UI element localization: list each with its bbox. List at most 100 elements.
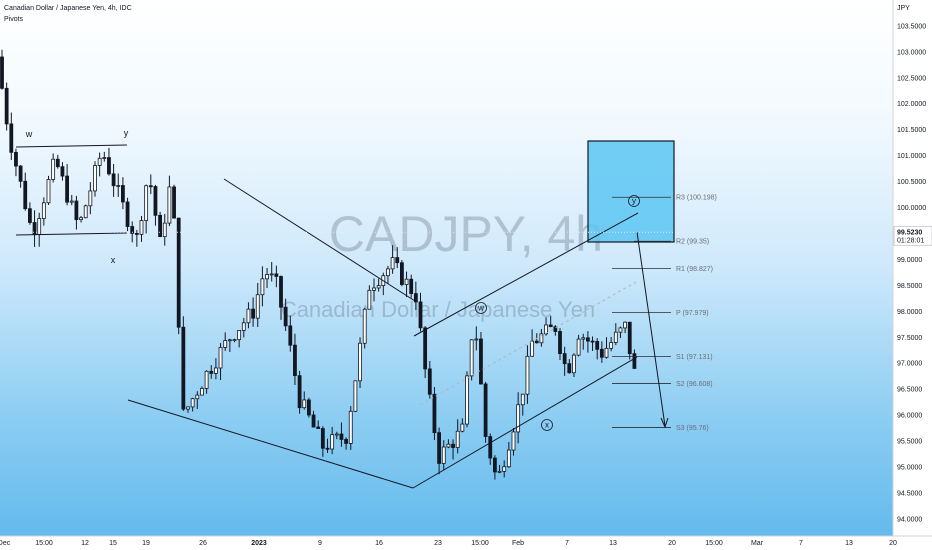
candle xyxy=(520,393,525,416)
candle xyxy=(330,426,335,455)
candle-body xyxy=(83,205,88,219)
watermark-ticker: CADJPY, 4h xyxy=(329,206,603,262)
candle xyxy=(158,211,163,238)
candle xyxy=(506,442,511,469)
candle-body xyxy=(413,293,418,303)
candle-body xyxy=(176,217,181,328)
candle-body xyxy=(348,410,353,444)
candle-body xyxy=(186,406,190,410)
candle-body xyxy=(125,201,130,227)
candle-body xyxy=(190,398,195,408)
candle xyxy=(618,326,623,339)
candle-body xyxy=(288,325,293,346)
candle-body xyxy=(339,433,344,440)
candle xyxy=(74,195,79,230)
candle xyxy=(613,323,618,346)
x-tick-label: 15:00 xyxy=(471,540,489,547)
candle xyxy=(27,202,32,225)
wave-label-w2: w xyxy=(477,304,484,313)
candle-body xyxy=(4,87,9,125)
x-tick-label: 7 xyxy=(799,540,803,547)
candle-body xyxy=(567,363,572,374)
wave-label-x2: x xyxy=(545,421,549,430)
y-tick-label: 101.0000 xyxy=(897,153,926,160)
target-zone-box xyxy=(587,140,675,243)
wedge-bottom-line xyxy=(15,232,128,236)
candle xyxy=(213,358,218,380)
pivot-label-s2: S2 (96.608) xyxy=(676,381,713,388)
candle-body xyxy=(223,340,228,348)
x-tick-label: 7 xyxy=(565,540,569,547)
candle-body xyxy=(595,340,600,350)
wave-label-x-left: x xyxy=(111,255,116,265)
candle-body xyxy=(172,186,176,219)
wave-label-y-left: y xyxy=(124,128,129,138)
candle xyxy=(460,418,465,433)
candle xyxy=(558,328,562,361)
candle-body xyxy=(581,337,586,340)
y-tick-label: 99.0000 xyxy=(897,257,922,264)
x-tick-label: 23 xyxy=(434,540,442,547)
candle-body xyxy=(613,331,618,343)
candle xyxy=(83,204,88,219)
candle xyxy=(381,272,386,296)
x-tick-label: 16 xyxy=(375,540,383,547)
candle xyxy=(269,262,274,282)
candle xyxy=(88,182,93,215)
watermark: CADJPY, 4h Canadian Dollar / Japanese Yen xyxy=(281,206,603,322)
wave-label-y2: y xyxy=(632,197,636,206)
candle-body xyxy=(311,414,316,428)
candle-body xyxy=(558,331,562,355)
candle xyxy=(172,184,176,219)
candle xyxy=(162,213,167,246)
y-tick-label: 97.5000 xyxy=(897,335,922,342)
ascending-resistance-line xyxy=(413,212,639,337)
candle-body xyxy=(530,340,534,357)
candle xyxy=(4,82,9,131)
candle xyxy=(334,431,339,440)
candle-body xyxy=(404,278,409,285)
candle xyxy=(46,175,51,205)
candle-body xyxy=(572,354,576,374)
candle xyxy=(65,164,69,206)
candle xyxy=(316,420,321,430)
candle-body xyxy=(162,222,167,238)
candle-body xyxy=(539,333,544,344)
x-tick-label: Dec xyxy=(0,540,11,547)
pivot-label-s1: S1 (97.131) xyxy=(676,354,713,361)
candle-body xyxy=(344,439,349,444)
candle-body xyxy=(599,348,604,358)
candle xyxy=(372,278,376,302)
candle xyxy=(344,437,349,450)
currency-label: JPY xyxy=(897,5,910,12)
candle xyxy=(599,341,604,363)
indicator-label: Pivots xyxy=(4,16,24,23)
candle xyxy=(134,229,139,247)
candle xyxy=(69,194,74,206)
candle xyxy=(362,307,367,349)
candle xyxy=(623,321,627,334)
candle xyxy=(227,338,232,353)
candle-body xyxy=(488,436,493,459)
candle-body xyxy=(251,308,256,319)
candle xyxy=(376,278,381,292)
candle-body xyxy=(576,338,581,356)
wedge-top-line xyxy=(15,144,128,148)
candle-body xyxy=(562,353,567,365)
candle-body xyxy=(204,370,209,389)
candle-body xyxy=(139,220,144,235)
x-tick-label: 15:00 xyxy=(35,540,53,547)
candle xyxy=(23,172,28,211)
candle-body xyxy=(386,268,390,277)
candle xyxy=(488,433,493,465)
candle-body xyxy=(260,278,265,296)
candle xyxy=(190,397,195,412)
candle xyxy=(186,406,190,413)
y-tick-label: 95.5000 xyxy=(897,439,922,446)
price-tag-value: 99.5230 xyxy=(897,229,922,236)
candle-body xyxy=(121,185,125,203)
candle-body xyxy=(553,326,558,332)
candles xyxy=(0,49,637,480)
